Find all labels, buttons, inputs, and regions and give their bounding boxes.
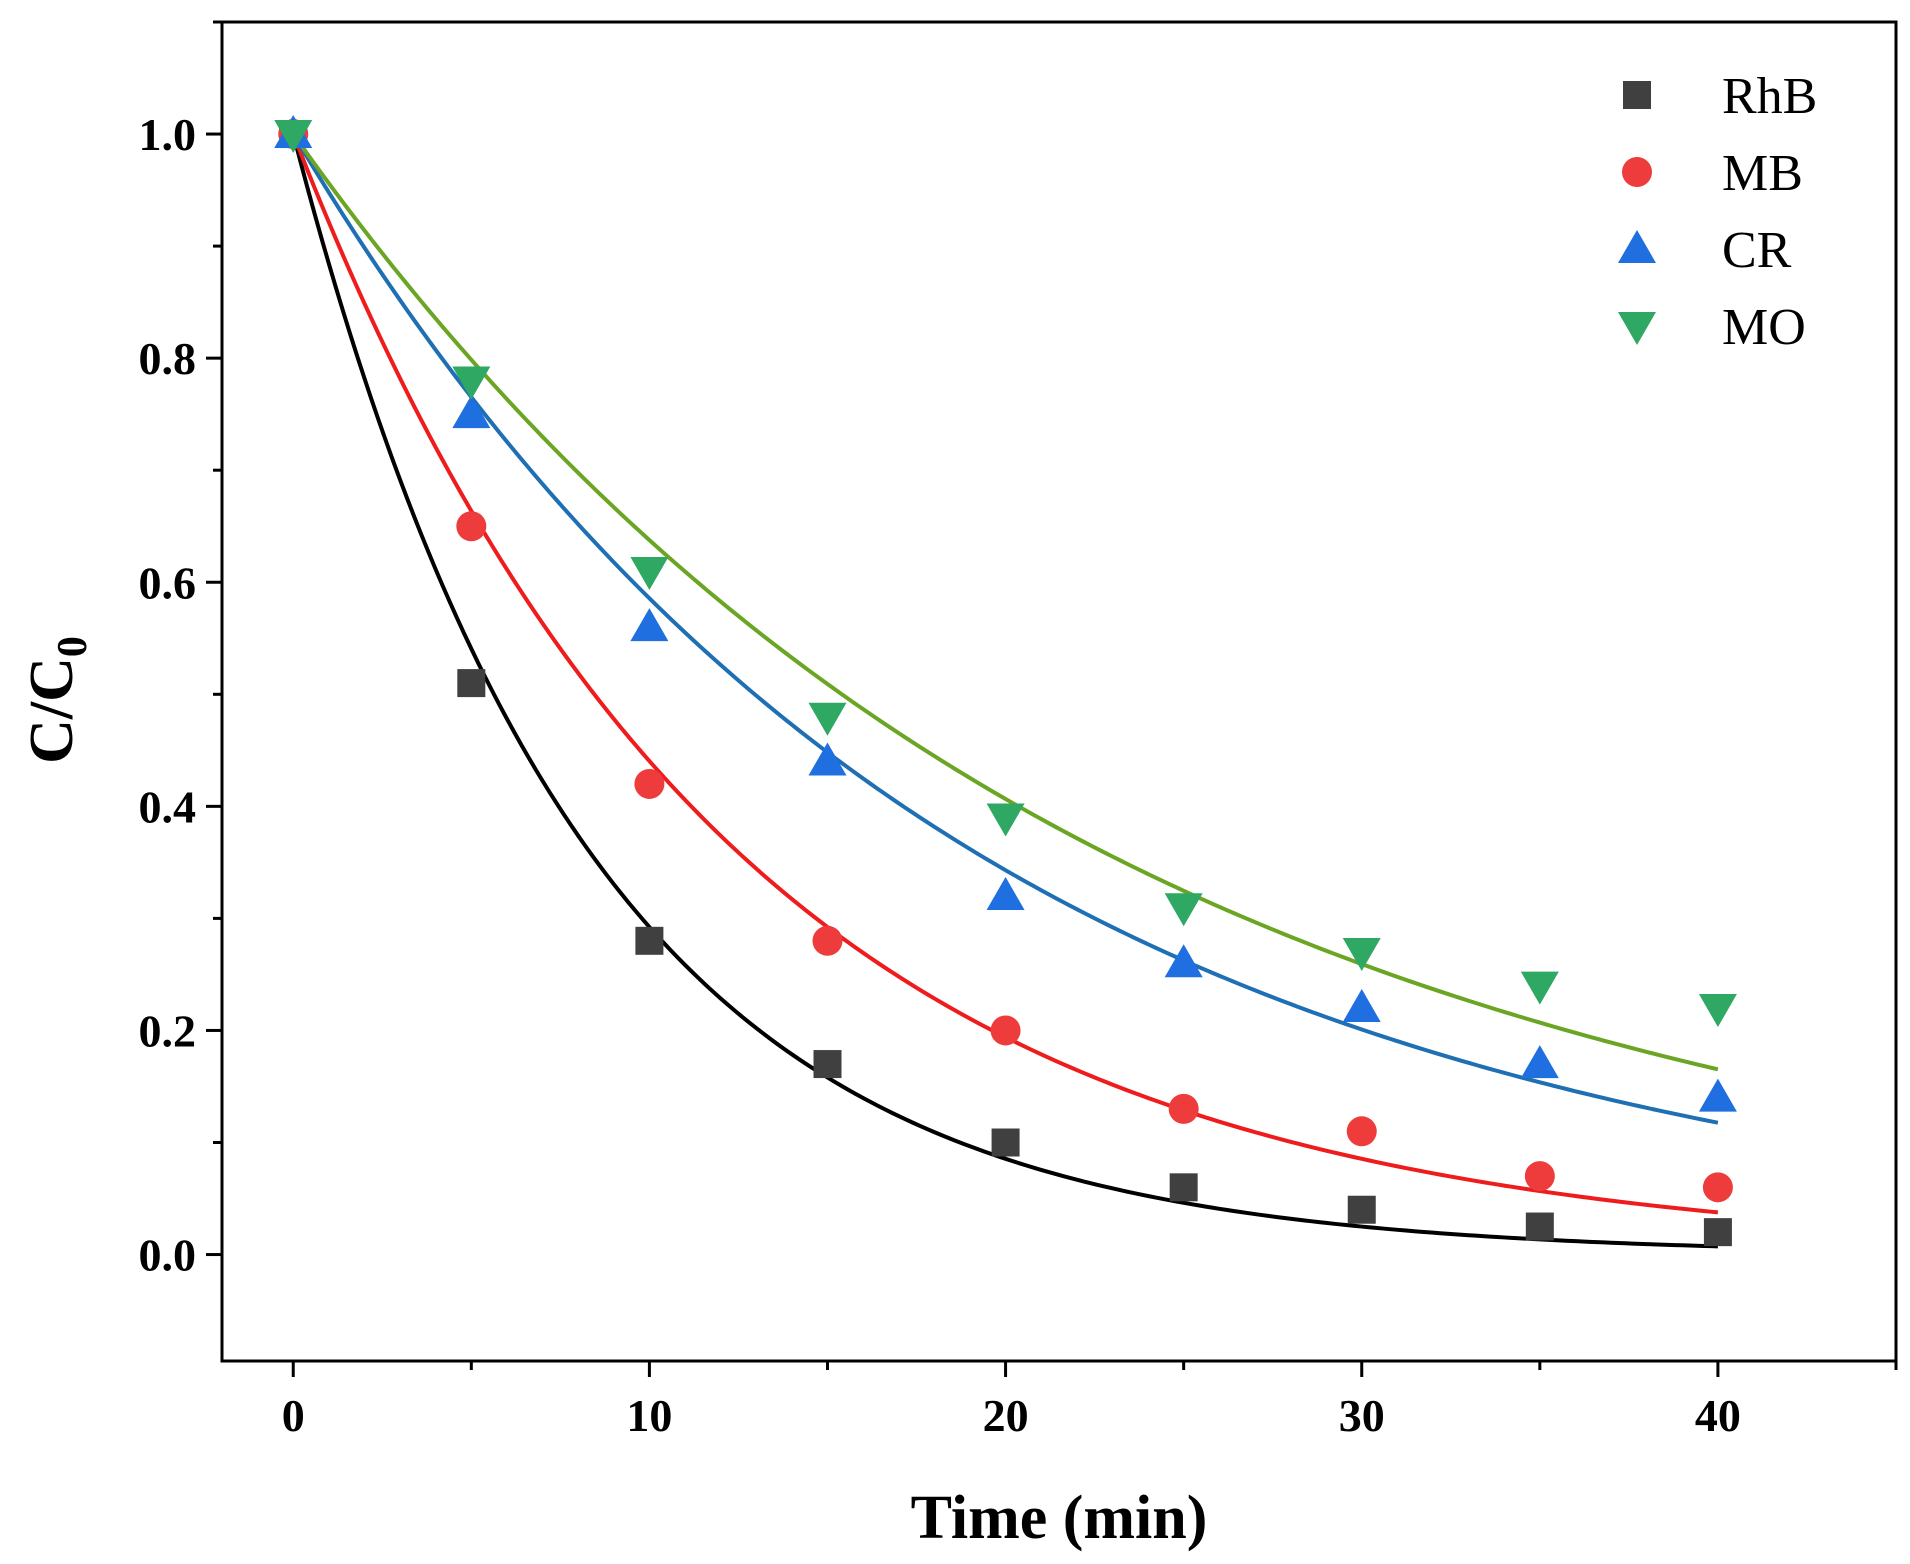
point-cr bbox=[1698, 1078, 1737, 1112]
point-mo bbox=[1520, 971, 1559, 1005]
legend-label-rhb: RhB bbox=[1722, 68, 1817, 125]
point-mb bbox=[1346, 1116, 1377, 1147]
legend: RhB MB CR MO bbox=[1618, 68, 1817, 356]
y-tick-label: 0.4 bbox=[139, 781, 197, 832]
y-tick-label: 0.2 bbox=[139, 1005, 197, 1056]
point-cr bbox=[452, 395, 491, 429]
legend-label-mb: MB bbox=[1722, 145, 1803, 202]
point-rhb bbox=[991, 1128, 1020, 1157]
point-mo bbox=[1698, 994, 1737, 1028]
point-mo bbox=[452, 366, 491, 400]
point-cr bbox=[986, 876, 1025, 910]
point-rhb bbox=[457, 669, 486, 698]
y-tick-label: 0.6 bbox=[139, 557, 197, 608]
y-axis-title-subscript: 0 bbox=[50, 636, 96, 657]
y-axis-title: C/C0 bbox=[18, 636, 96, 764]
legend-marker-mb bbox=[1622, 157, 1652, 187]
legend-marker-cr bbox=[1618, 230, 1656, 263]
fit-curves bbox=[291, 132, 1719, 1249]
point-mo bbox=[1164, 893, 1203, 927]
point-mo bbox=[1342, 938, 1381, 972]
point-mb bbox=[456, 511, 487, 542]
point-rhb bbox=[1703, 1218, 1732, 1247]
plot-frame bbox=[220, 20, 1898, 1363]
y-tick-label: 0.0 bbox=[139, 1230, 197, 1281]
x-tick-label: 10 bbox=[626, 1390, 672, 1441]
point-mb bbox=[1524, 1161, 1555, 1192]
legend-label-cr: CR bbox=[1722, 222, 1792, 279]
x-tick-label: 30 bbox=[1339, 1390, 1385, 1441]
point-mo bbox=[274, 120, 313, 154]
legend-label-mo: MO bbox=[1722, 299, 1806, 356]
point-mb bbox=[634, 768, 665, 799]
point-cr bbox=[1164, 944, 1203, 978]
point-mb bbox=[812, 925, 843, 956]
fit-curve-mo bbox=[291, 132, 1719, 1072]
x-tick-label: 40 bbox=[1695, 1390, 1741, 1441]
y-axis-title-main: C/C bbox=[18, 657, 86, 764]
data-points bbox=[274, 115, 1737, 1247]
legend-marker-mo bbox=[1618, 312, 1656, 345]
point-mb bbox=[1168, 1093, 1199, 1124]
point-cr bbox=[1520, 1045, 1559, 1079]
point-rhb bbox=[1169, 1173, 1198, 1202]
x-axis-title: Time (min) bbox=[911, 1484, 1208, 1552]
point-cr bbox=[1342, 989, 1381, 1023]
legend-marker-rhb bbox=[1623, 81, 1651, 109]
x-tick-label: 20 bbox=[983, 1390, 1029, 1441]
point-mo bbox=[630, 557, 669, 591]
point-mb bbox=[1702, 1172, 1733, 1203]
point-rhb bbox=[813, 1050, 842, 1079]
point-cr bbox=[808, 742, 847, 776]
fit-curve-cr bbox=[291, 133, 1719, 1125]
point-mo bbox=[808, 702, 847, 736]
point-mb bbox=[990, 1015, 1021, 1046]
point-rhb bbox=[1347, 1195, 1376, 1224]
point-mo bbox=[986, 803, 1025, 837]
point-rhb bbox=[635, 926, 664, 955]
point-cr bbox=[630, 608, 669, 642]
point-rhb bbox=[1525, 1212, 1554, 1241]
y-tick-label: 1.0 bbox=[139, 109, 197, 160]
y-tick-label: 0.8 bbox=[139, 333, 197, 384]
fit-curve-rhb bbox=[291, 133, 1718, 1249]
fit-curve-mb bbox=[291, 133, 1719, 1215]
axis-ticks: 0 10 20 30 40 0.0 0.2 0.4 0.6 0.8 1.0 bbox=[139, 20, 1898, 1441]
x-tick-label: 0 bbox=[282, 1390, 305, 1441]
